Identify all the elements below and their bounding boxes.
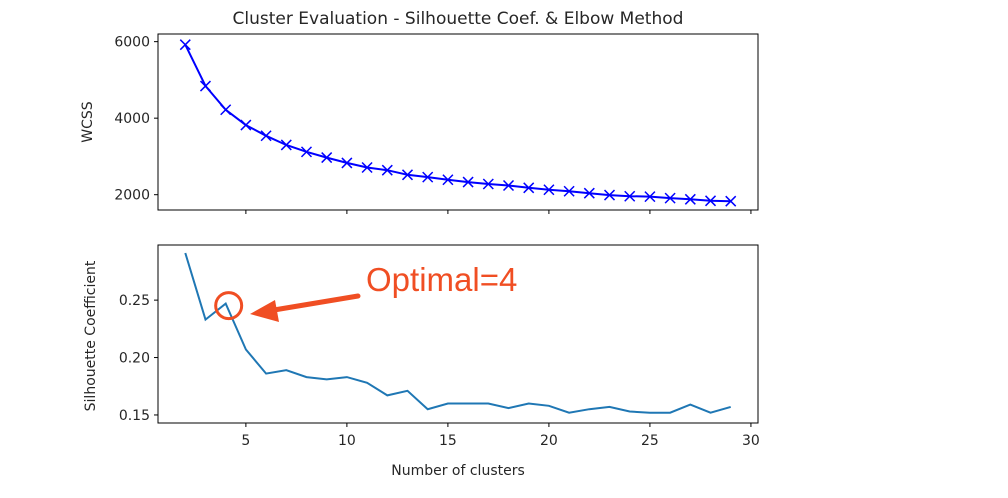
silhouette-y-tick-label: 0.25 (119, 293, 150, 309)
silhouette-series (184, 252, 731, 414)
wcss-point-marker (199, 80, 212, 92)
wcss-point-marker (361, 161, 373, 174)
wcss-plot-frame (157, 33, 759, 211)
wcss-y-tick-label: 2000 (114, 188, 150, 204)
wcss-y-tick-label: 6000 (114, 35, 150, 51)
wcss-point-marker (725, 195, 737, 207)
silhouette-x-ticks: 5 10 15 20 25 30 (241, 423, 760, 449)
silhouette-y-tick-label: 0.15 (119, 408, 150, 424)
annotation-text: Optimal=4 (366, 261, 517, 298)
silhouette-y-tick-label: 0.20 (119, 351, 150, 367)
wcss-point-marker (179, 39, 191, 51)
silhouette-x-tick-label: 10 (338, 433, 356, 449)
wcss-x-ticks (245, 210, 752, 214)
optimal-annotation: Optimal=4 (214, 261, 517, 322)
wcss-point-marker (422, 171, 434, 183)
wcss-point-marker (442, 174, 454, 186)
wcss-point-marker (240, 119, 252, 131)
wcss-y-axis-label: WCSS (80, 101, 96, 143)
wcss-point-marker (664, 192, 676, 204)
wcss-point-marker (341, 157, 353, 169)
wcss-point-marker (502, 179, 515, 192)
wcss-point-marker (563, 185, 575, 197)
x-axis-label: Number of clusters (391, 463, 525, 479)
annotation-arrow-head (250, 300, 279, 322)
silhouette-x-tick-label: 5 (241, 433, 250, 449)
wcss-point-marker (401, 169, 414, 181)
wcss-line (184, 44, 731, 203)
annotation-arrow-shaft (265, 293, 361, 314)
wcss-point-marker (260, 130, 272, 142)
wcss-point-marker (381, 164, 393, 176)
wcss-point-marker (300, 146, 313, 158)
silhouette-y-axis-label: Silhouette Coefficient (83, 260, 99, 411)
wcss-point-marker (523, 182, 535, 194)
wcss-point-marker (704, 195, 717, 207)
wcss-point-marker (220, 104, 232, 116)
wcss-point-marker (280, 139, 292, 151)
silhouette-x-tick-label: 25 (641, 433, 659, 449)
wcss-point-marker (462, 176, 474, 188)
silhouette-y-ticks: 0.15 0.20 0.25 (119, 293, 158, 424)
silhouette-panel: 0.15 0.20 0.25 5 10 15 20 25 30 Number of clust… (83, 244, 760, 479)
silhouette-x-tick-label: 15 (439, 433, 457, 449)
silhouette-plot-frame (157, 244, 759, 424)
chart-title: Cluster Evaluation - Silhouette Coef. & … (233, 9, 684, 29)
wcss-point-marker (644, 191, 656, 203)
wcss-point-marker (321, 152, 333, 164)
wcss-series (179, 39, 737, 207)
wcss-point-marker (624, 190, 636, 202)
wcss-point-marker (482, 178, 494, 190)
silhouette-x-tick-label: 20 (540, 433, 558, 449)
wcss-point-marker (603, 189, 616, 201)
wcss-y-tick-label: 4000 (114, 111, 150, 127)
optimal-point-circle (214, 291, 244, 321)
silhouette-line (184, 252, 731, 414)
silhouette-x-tick-label: 30 (742, 433, 760, 449)
wcss-point-marker (543, 184, 555, 196)
wcss-y-ticks: 2000 4000 6000 (114, 35, 158, 204)
wcss-point-marker (583, 187, 595, 199)
wcss-panel: 2000 4000 6000 Cluster Evaluation - Silhou… (80, 9, 759, 214)
wcss-point-marker (684, 193, 696, 205)
